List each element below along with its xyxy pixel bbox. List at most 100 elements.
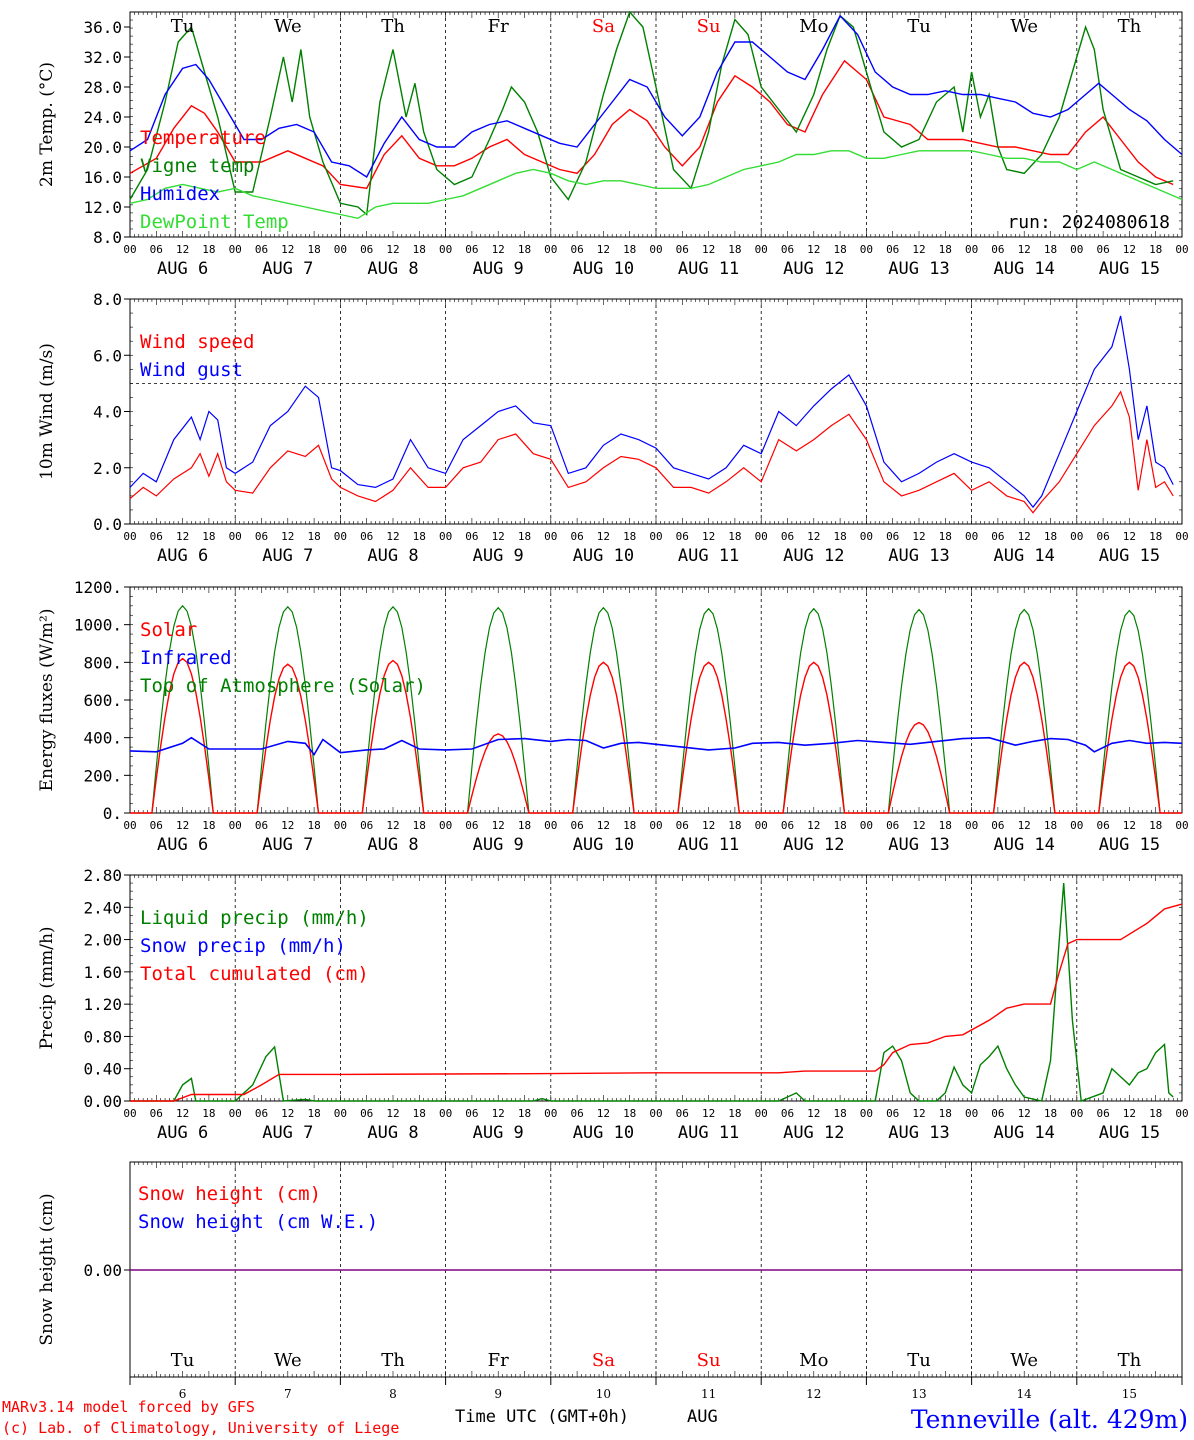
hour-tick-label: 06 bbox=[1096, 819, 1109, 832]
series-line bbox=[130, 903, 1183, 1102]
y-tick-label: 32.0 bbox=[83, 48, 122, 67]
day-name: Mo bbox=[799, 16, 828, 37]
date-label: AUG 8 bbox=[367, 546, 418, 566]
hour-tick-label: 00 bbox=[1070, 243, 1083, 256]
date-label: AUG 12 bbox=[783, 1123, 844, 1143]
date-label: AUG 9 bbox=[473, 1123, 524, 1143]
hour-tick-label: 06 bbox=[1096, 243, 1109, 256]
hour-tick-label: 00 bbox=[334, 819, 347, 832]
hour-tick-label: 18 bbox=[833, 530, 846, 543]
hour-tick-label: 18 bbox=[1149, 530, 1162, 543]
hour-tick-label: 00 bbox=[439, 243, 452, 256]
hour-tick-label: 00 bbox=[860, 1107, 873, 1120]
hour-tick-label: 06 bbox=[465, 530, 478, 543]
hour-tick-label: 12 bbox=[912, 243, 925, 256]
day-name: Th bbox=[381, 1350, 405, 1371]
y-tick-label: 1.60 bbox=[83, 963, 122, 982]
y-tick-label: 36.0 bbox=[83, 18, 122, 37]
hour-tick-label: 00 bbox=[439, 530, 452, 543]
hour-tick-label: 18 bbox=[728, 243, 741, 256]
hour-tick-label: 00 bbox=[1175, 819, 1188, 832]
y-tick-label: 200. bbox=[83, 766, 122, 785]
hour-tick-label: 06 bbox=[465, 243, 478, 256]
hour-tick-label: 00 bbox=[544, 1107, 557, 1120]
hour-tick-label: 00 bbox=[649, 1107, 662, 1120]
date-label: 8 bbox=[389, 1387, 397, 1401]
day-name: Th bbox=[1118, 1350, 1142, 1371]
hour-tick-label: 06 bbox=[570, 819, 583, 832]
date-label: AUG 13 bbox=[888, 546, 949, 566]
hour-tick-label: 06 bbox=[1096, 1107, 1109, 1120]
lab-credit: (c) Lab. of Climatology, University of L… bbox=[2, 1419, 399, 1437]
hour-tick-label: 06 bbox=[886, 1107, 899, 1120]
hour-tick-label: 12 bbox=[176, 243, 189, 256]
hour-tick-label: 00 bbox=[965, 530, 978, 543]
hour-tick-label: 06 bbox=[150, 1107, 163, 1120]
series-line bbox=[129, 10, 1174, 216]
day-name: Tu bbox=[171, 1350, 195, 1371]
hour-tick-label: 06 bbox=[255, 819, 268, 832]
hour-tick-label: 00 bbox=[755, 819, 768, 832]
hour-tick-label: 00 bbox=[965, 1107, 978, 1120]
hour-tick-label: 12 bbox=[1018, 819, 1031, 832]
panel-4: Precip (mm/h)00 06 12 18 00 06 12 18 00 06 12 18 00 0… bbox=[37, 866, 1189, 1143]
hour-tick-label: 06 bbox=[781, 530, 794, 543]
series-line bbox=[129, 14, 1183, 179]
date-label: AUG 12 bbox=[783, 546, 844, 566]
day-name: Su bbox=[697, 16, 721, 37]
hour-tick-label: 12 bbox=[912, 819, 925, 832]
y-tick-label: 6.0 bbox=[93, 346, 122, 365]
date-label: 10 bbox=[596, 1387, 611, 1401]
hour-tick-label: 06 bbox=[781, 243, 794, 256]
series-line bbox=[129, 390, 1174, 514]
hour-tick-label: 18 bbox=[939, 530, 952, 543]
hour-tick-label: 18 bbox=[202, 243, 215, 256]
hour-tick-label: 00 bbox=[1175, 530, 1188, 543]
hour-tick-label: 06 bbox=[991, 819, 1004, 832]
date-label: AUG 9 bbox=[473, 835, 524, 855]
hour-tick-label: 12 bbox=[912, 530, 925, 543]
legend-entry: Humidex bbox=[140, 183, 220, 205]
hour-tick-label: 00 bbox=[229, 243, 242, 256]
hour-tick-label: 00 bbox=[544, 819, 557, 832]
hour-tick-label: 18 bbox=[1149, 1107, 1162, 1120]
legend-entry: Wind gust bbox=[140, 359, 243, 381]
hour-tick-label: 06 bbox=[255, 1107, 268, 1120]
hour-tick-label: 06 bbox=[465, 819, 478, 832]
day-name: Th bbox=[1118, 16, 1142, 37]
hour-tick-label: 12 bbox=[912, 1107, 925, 1120]
y-tick-label: 2.0 bbox=[93, 459, 122, 478]
date-label: 6 bbox=[179, 1387, 187, 1401]
hour-tick-label: 12 bbox=[386, 530, 399, 543]
day-name: Tu bbox=[171, 16, 195, 37]
hour-tick-label: 12 bbox=[1123, 530, 1136, 543]
date-label: 14 bbox=[1017, 1387, 1033, 1401]
date-label: 12 bbox=[806, 1387, 821, 1401]
day-name: Tu bbox=[907, 16, 931, 37]
day-name: Fr bbox=[488, 16, 509, 37]
hour-tick-label: 06 bbox=[255, 530, 268, 543]
hour-tick-label: 06 bbox=[570, 1107, 583, 1120]
hour-tick-label: 12 bbox=[176, 1107, 189, 1120]
legend-entry: Total cumulated (cm) bbox=[140, 963, 369, 985]
hour-tick-label: 06 bbox=[570, 530, 583, 543]
y-tick-label: 0.0 bbox=[93, 515, 122, 534]
hour-tick-label: 12 bbox=[597, 819, 610, 832]
y-tick-label: 0.40 bbox=[83, 1060, 122, 1079]
hour-tick-label: 12 bbox=[386, 1107, 399, 1120]
date-label: 15 bbox=[1122, 1387, 1137, 1401]
hour-tick-label: 18 bbox=[728, 530, 741, 543]
date-label: AUG 10 bbox=[573, 259, 634, 279]
date-label: AUG 9 bbox=[473, 546, 524, 566]
y-axis-label: Precip (mm/h) bbox=[37, 926, 57, 1049]
hour-tick-label: 12 bbox=[597, 530, 610, 543]
date-label: AUG 11 bbox=[678, 546, 739, 566]
hour-tick-label: 00 bbox=[123, 243, 136, 256]
hour-tick-label: 12 bbox=[702, 243, 715, 256]
hour-tick-label: 00 bbox=[965, 243, 978, 256]
legend-entry: Top of Atmosphere (Solar) bbox=[140, 675, 426, 697]
hour-tick-label: 00 bbox=[1070, 1107, 1083, 1120]
y-axis-label: Snow height (cm) bbox=[37, 1193, 57, 1345]
hour-tick-label: 12 bbox=[1018, 243, 1031, 256]
date-label: AUG 14 bbox=[993, 835, 1054, 855]
